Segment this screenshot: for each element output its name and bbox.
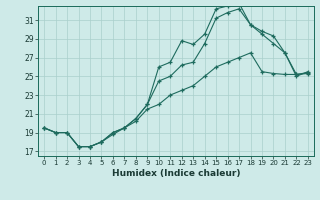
X-axis label: Humidex (Indice chaleur): Humidex (Indice chaleur) (112, 169, 240, 178)
